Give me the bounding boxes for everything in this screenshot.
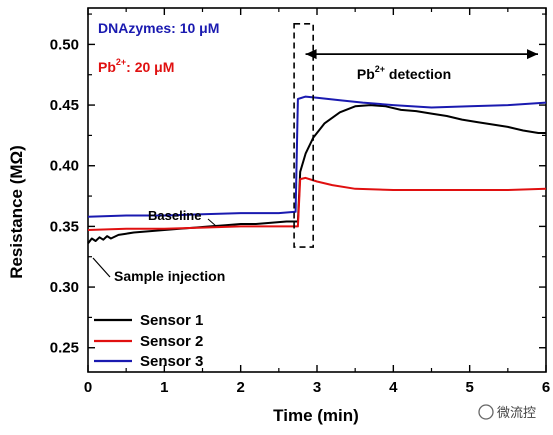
- x-axis-title: Time (min): [273, 406, 359, 425]
- annotation-layer: [293, 22, 538, 248]
- y-tick-label: 0.45: [50, 97, 79, 114]
- y-tick-label: 0.50: [50, 36, 79, 53]
- legend-label-sensor-2: Sensor 2: [140, 333, 203, 350]
- baseline-label: Baseline: [148, 208, 201, 223]
- detection-prefix: Pb: [357, 66, 375, 82]
- legend-label-sensor-1: Sensor 1: [140, 312, 203, 329]
- dnazyme-label: DNAzymes: 10 μM: [98, 20, 219, 36]
- detection-superscript: 2+: [375, 64, 385, 74]
- sample-injection-label: Sample injection: [114, 268, 225, 284]
- x-tick-label: 6: [542, 379, 550, 396]
- watermark-label: 微流控: [497, 406, 536, 421]
- pb-concentration-label: Pb2+: 20 μM: [98, 57, 174, 75]
- legend-label-sensor-3: Sensor 3: [140, 353, 203, 370]
- x-tick-label: 1: [160, 379, 168, 396]
- y-tick-label: 0.35: [50, 218, 79, 235]
- sample-injection-pointer: [92, 257, 111, 278]
- series-layer: [87, 95, 547, 245]
- axes-layer: 0 1 2 3 4 5 6 0.25 0.30 0.35 0.40 0.45 0.50: [50, 7, 550, 396]
- pb-superscript: 2+: [116, 57, 126, 67]
- x-tick-label: 2: [236, 379, 244, 396]
- pb-prefix: Pb: [98, 59, 116, 75]
- series-line-sensor-3: [87, 95, 547, 218]
- x-tick-label: 5: [465, 379, 473, 396]
- y-tick-label: 0.25: [50, 340, 79, 357]
- x-tick-label: 0: [84, 379, 92, 396]
- y-tick-label: 0.30: [50, 279, 79, 296]
- y-tick-label: 0.40: [50, 158, 79, 175]
- pb-suffix: : 20 μM: [126, 59, 174, 75]
- injection-dashed-box: [293, 22, 314, 248]
- x-tick-label: 4: [389, 379, 398, 396]
- watermark: 微流控: [478, 404, 536, 421]
- detection-arrow-right-head: [527, 49, 538, 60]
- detection-arrow-left-head: [305, 49, 317, 60]
- watermark-icon: [478, 404, 494, 420]
- series-line-sensor-1: [87, 104, 546, 245]
- legend: Sensor 1 Sensor 2 Sensor 3: [94, 312, 203, 370]
- detection-suffix: detection: [385, 66, 451, 82]
- x-tick-label: 3: [313, 379, 321, 396]
- series-line-sensor-2: [87, 176, 547, 231]
- detection-label: Pb2+ detection: [357, 64, 451, 82]
- y-axis-title: Resistance (MΩ): [7, 145, 26, 279]
- baseline-pointer: [207, 218, 217, 227]
